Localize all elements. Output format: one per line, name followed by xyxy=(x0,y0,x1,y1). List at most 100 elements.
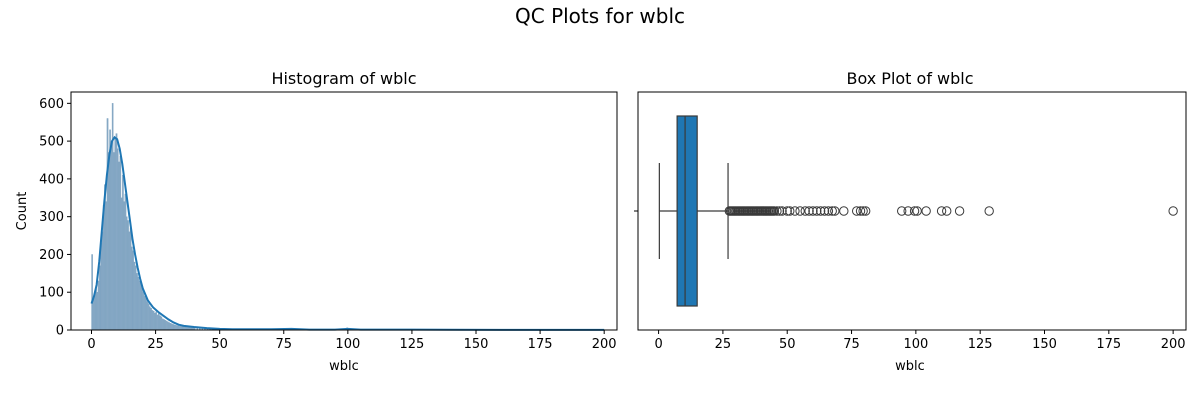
box-iqr xyxy=(676,115,698,307)
y-tick-label: 200 xyxy=(39,248,64,263)
histogram-bar xyxy=(110,140,113,331)
histogram-bar xyxy=(127,220,129,331)
figure-suptitle: QC Plots for wblc xyxy=(515,4,685,28)
outlier-point xyxy=(808,206,818,216)
x-tick-label: 150 xyxy=(1032,337,1057,352)
histogram-bar xyxy=(140,282,142,331)
outlier-point xyxy=(858,206,868,216)
kde-line xyxy=(90,135,605,331)
outlier-point xyxy=(909,206,920,216)
x-tick-label: 125 xyxy=(968,337,993,352)
histogram-bar xyxy=(175,325,178,331)
histogram-bar xyxy=(113,152,115,331)
histogram-bar xyxy=(141,288,143,331)
outlier-point xyxy=(936,206,947,216)
histogram-bar xyxy=(99,265,101,331)
histogram-bar xyxy=(161,318,164,331)
outlier-point xyxy=(827,206,837,216)
histogram-bar xyxy=(142,292,145,331)
histogram-bar xyxy=(92,297,95,331)
histogram-bar xyxy=(143,295,146,331)
histogram-bar xyxy=(118,161,120,331)
outlier-point xyxy=(790,206,800,216)
outlier-point xyxy=(830,206,840,216)
histogram-bar xyxy=(108,152,110,331)
histogram-bar xyxy=(116,148,119,331)
histogram-bar xyxy=(164,320,166,331)
histogram-bar xyxy=(156,314,159,331)
histogram-bar xyxy=(137,276,140,331)
outlier-point xyxy=(823,206,834,216)
x-tick-label: 0 xyxy=(87,337,95,352)
y-tick-label: 600 xyxy=(39,97,64,112)
boxplot-xlabel: wblc xyxy=(895,359,925,374)
x-tick-label: 200 xyxy=(592,337,617,352)
y-tick-label: 0 xyxy=(56,324,64,339)
outlier-point xyxy=(984,206,994,216)
histogram-bar xyxy=(138,280,141,331)
x-tick-label: 100 xyxy=(903,337,928,352)
histogram-bar xyxy=(174,324,177,331)
histogram-bar xyxy=(125,216,128,331)
x-tick-label: 175 xyxy=(1096,337,1121,352)
histogram-bar xyxy=(119,156,122,331)
histogram-bar xyxy=(154,312,156,331)
histogram-bar xyxy=(129,227,132,331)
x-tick-label: 75 xyxy=(275,337,292,352)
histogram-bar xyxy=(114,137,117,331)
y-tick-label: 300 xyxy=(39,210,64,225)
histogram-bar xyxy=(177,325,179,331)
x-tick-label: 25 xyxy=(147,337,164,352)
histogram-bar xyxy=(146,301,149,331)
outlier-point xyxy=(785,206,795,216)
histogram-bar xyxy=(97,280,100,331)
histogram-bar xyxy=(111,103,114,331)
histogram-bar xyxy=(122,174,124,331)
y-tick-label: 400 xyxy=(39,172,64,187)
outlier-point xyxy=(769,206,780,216)
outlier-point xyxy=(782,206,792,216)
outlier-point xyxy=(815,206,826,216)
outlier-point xyxy=(774,206,785,216)
x-tick-label: 25 xyxy=(715,337,732,352)
outlier-point xyxy=(954,206,965,216)
histogram-bar xyxy=(159,315,161,331)
outlier-point xyxy=(942,206,952,216)
outlier-point xyxy=(819,206,830,216)
histogram-bar xyxy=(181,326,183,331)
histogram-bar xyxy=(93,293,96,331)
y-tick-label: 100 xyxy=(39,286,64,301)
histogram-bar xyxy=(160,316,163,331)
histogram-bar xyxy=(169,323,172,331)
outlier-point xyxy=(921,206,931,216)
histogram-bar xyxy=(128,231,131,331)
boxplot-title: Box Plot of wblc xyxy=(846,69,973,88)
histogram-ylabel: Count xyxy=(15,192,30,231)
histogram-bar xyxy=(151,310,154,331)
x-tick-label: 150 xyxy=(464,337,489,352)
x-tick-label: 200 xyxy=(1161,337,1186,352)
outlier-point xyxy=(912,206,922,216)
outlier-point xyxy=(1168,206,1178,216)
histogram-bar xyxy=(150,307,152,331)
outlier-point xyxy=(800,206,810,216)
histogram-bar xyxy=(106,118,109,331)
histogram-bar xyxy=(165,320,168,331)
histogram-bar xyxy=(95,288,97,331)
histogram-bar xyxy=(172,324,174,331)
histogram-bar xyxy=(145,297,147,331)
histogram-bar xyxy=(91,254,93,331)
histogram-frame xyxy=(70,91,618,331)
outlier-point xyxy=(772,206,782,216)
histogram-bar xyxy=(101,231,104,331)
histogram-bar xyxy=(96,292,99,331)
outlier-point xyxy=(897,206,907,216)
x-tick-label: 100 xyxy=(335,337,360,352)
histogram-bar xyxy=(123,201,125,331)
histogram-xlabel: wblc xyxy=(329,359,359,374)
outlier-point xyxy=(804,206,814,216)
histogram-bar xyxy=(131,246,133,331)
histogram-bar xyxy=(136,273,138,331)
